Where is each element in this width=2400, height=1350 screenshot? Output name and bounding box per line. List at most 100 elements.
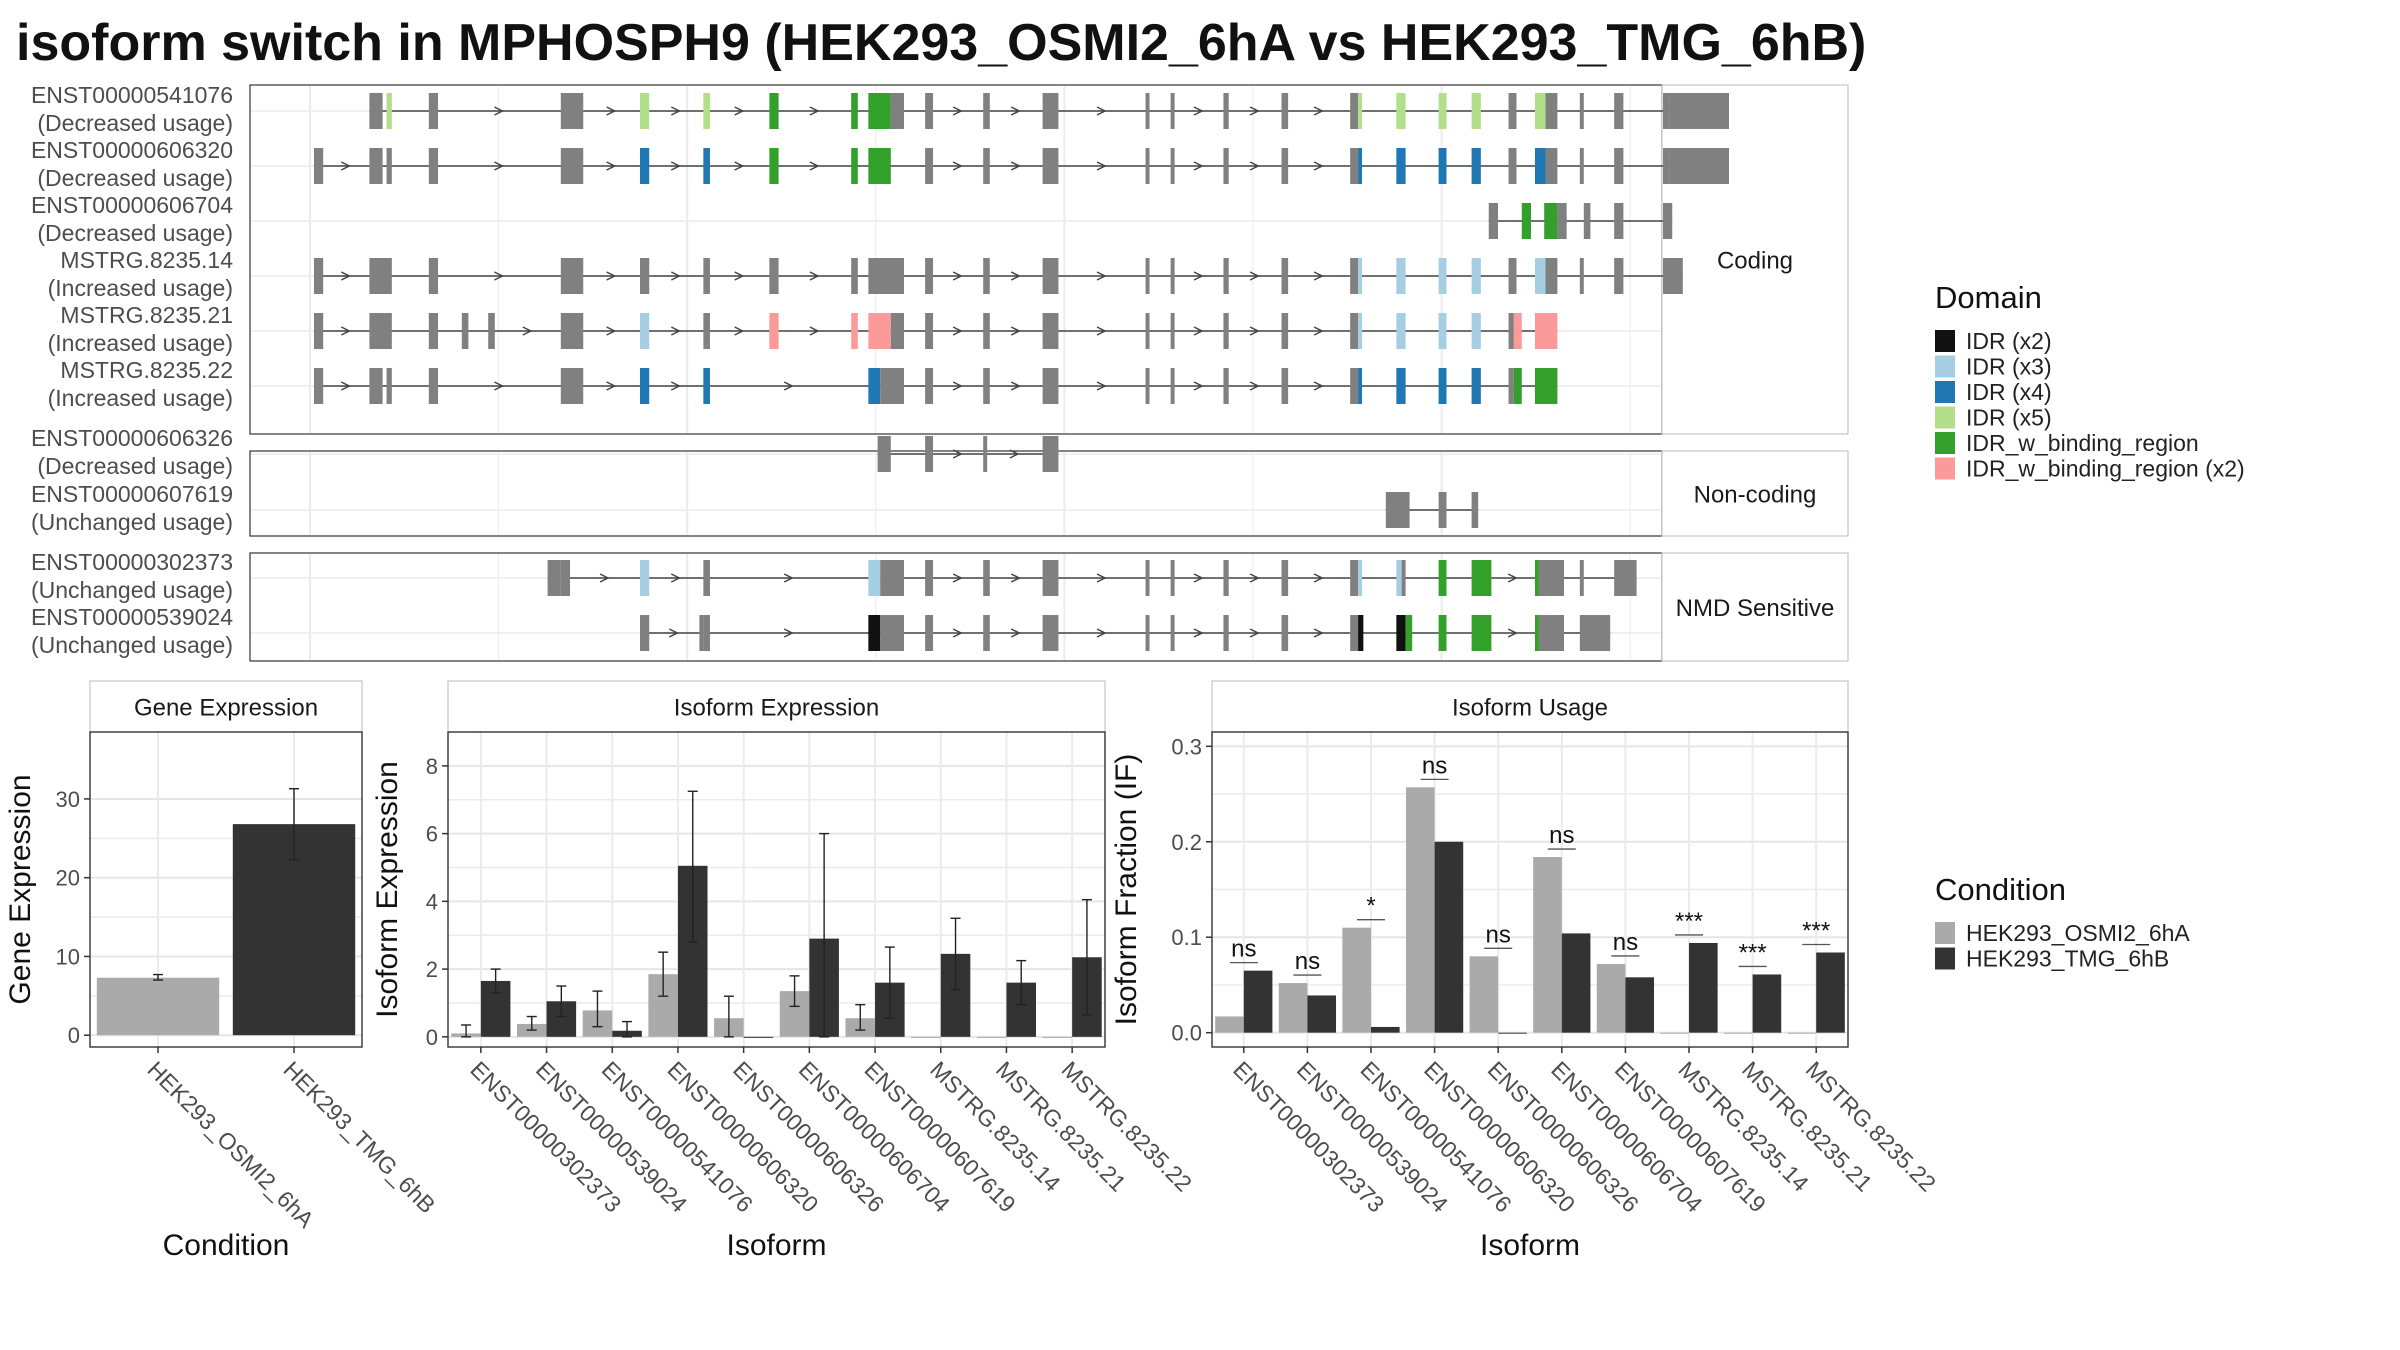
transcript-track: MSTRG.8235.21(Increased usage) xyxy=(48,302,1558,356)
domain-block xyxy=(1396,560,1402,596)
facet-strip-label: Coding xyxy=(1717,248,1793,275)
exon-block xyxy=(890,93,904,129)
strand-arrow xyxy=(1010,628,1021,638)
exon-block xyxy=(1545,258,1558,294)
exon-block xyxy=(1223,560,1229,596)
strand-arrow xyxy=(1193,271,1204,281)
exon-block xyxy=(925,313,934,349)
facet-strip xyxy=(1661,84,1849,435)
bar xyxy=(1469,956,1499,1033)
domain-block xyxy=(1544,203,1558,239)
chart-title: isoform switch in MPHOSPH9 (HEK293_OSMI2… xyxy=(16,14,1866,72)
track-usage-label: (Unchanged usage) xyxy=(31,509,233,535)
exon-block xyxy=(1401,560,1406,596)
exon-block xyxy=(1350,313,1359,349)
bar xyxy=(1371,1026,1400,1033)
strand-arrow xyxy=(952,449,963,459)
strand-arrow xyxy=(734,326,745,336)
exon-block xyxy=(1170,368,1175,404)
exon-block xyxy=(1508,368,1514,404)
strand-arrow xyxy=(606,106,617,116)
domain-block xyxy=(868,615,881,651)
legend-swatch xyxy=(1935,922,1955,944)
transcript-track: ENST00000607619(Unchanged usage) xyxy=(31,481,1479,535)
strand-arrow xyxy=(952,381,963,391)
y-tick-label: 6 xyxy=(426,822,438,847)
exon-block xyxy=(386,368,392,404)
strand-arrow xyxy=(952,271,963,281)
strand-arrow xyxy=(734,161,745,171)
exon-block xyxy=(1145,368,1150,404)
strand-arrow xyxy=(1010,161,1021,171)
exon-block xyxy=(1614,203,1624,239)
panel-frame xyxy=(249,552,1663,662)
domain-block xyxy=(1471,560,1492,596)
exon-block xyxy=(983,560,990,596)
exon-block xyxy=(925,93,934,129)
domain-block xyxy=(1396,368,1406,404)
strand-arrow xyxy=(606,381,617,391)
exon-block xyxy=(560,258,584,294)
exon-block xyxy=(1145,93,1150,129)
exon-block xyxy=(983,258,990,294)
legend-label: IDR (x3) xyxy=(1966,354,2052,380)
domain-block xyxy=(1396,313,1406,349)
strand-arrow xyxy=(1249,628,1260,638)
strand-arrow xyxy=(1249,161,1260,171)
strand-arrow xyxy=(670,381,681,391)
track-name-label: ENST00000539024 xyxy=(31,604,233,630)
exon-block xyxy=(428,93,439,129)
track-name-label: ENST00000606326 xyxy=(31,425,233,451)
transcript-track: MSTRG.8235.14(Increased usage) xyxy=(48,247,1683,301)
exon-block xyxy=(560,560,571,596)
exon-block xyxy=(1170,93,1175,129)
strand-arrow xyxy=(1249,106,1260,116)
y-tick-label: 2 xyxy=(426,957,438,982)
bar xyxy=(911,1036,941,1038)
exon-block xyxy=(1545,93,1558,129)
exon-block xyxy=(313,368,324,404)
exon-block xyxy=(1281,560,1289,596)
significance-label: ns xyxy=(1295,948,1320,975)
strand-arrow xyxy=(1010,106,1021,116)
exon-block xyxy=(1663,258,1683,294)
exon-block xyxy=(1579,560,1584,596)
strand-arrow xyxy=(783,381,794,391)
strand-arrow xyxy=(952,161,963,171)
strand-arrow xyxy=(809,271,820,281)
track-usage-label: (Increased usage) xyxy=(48,330,233,356)
bar xyxy=(743,1036,774,1038)
exon-block xyxy=(547,560,561,596)
strand-arrow xyxy=(1010,573,1021,583)
exon-block xyxy=(1350,560,1359,596)
exon-block xyxy=(699,615,704,651)
bar xyxy=(1723,1032,1753,1034)
significance-label: *** xyxy=(1802,918,1830,945)
exon-block xyxy=(428,368,439,404)
strand-arrow xyxy=(670,573,681,583)
domain-block xyxy=(1358,148,1363,184)
legend-swatch xyxy=(1935,432,1955,454)
domain-block xyxy=(1396,615,1406,651)
exon-block xyxy=(1223,313,1229,349)
exon-block xyxy=(369,258,392,294)
exon-block xyxy=(1281,93,1289,129)
domain-block xyxy=(1438,615,1447,651)
panel-title: Isoform Usage xyxy=(1452,695,1608,722)
strand-arrow xyxy=(668,628,679,638)
y-tick-label: 8 xyxy=(426,754,438,779)
legend-swatch xyxy=(1935,330,1955,352)
domain-block xyxy=(868,313,891,349)
domain-block xyxy=(851,313,858,349)
exon-block xyxy=(983,615,990,651)
strand-arrow xyxy=(1249,271,1260,281)
strand-arrow xyxy=(1010,326,1021,336)
transcript-track: ENST00000606320(Decreased usage) xyxy=(31,137,1729,191)
bar xyxy=(1660,1032,1689,1034)
legend-swatch xyxy=(1935,355,1955,378)
transcript-track: ENST00000606326(Decreased usage) xyxy=(31,425,1059,479)
domain-block xyxy=(1534,148,1546,184)
